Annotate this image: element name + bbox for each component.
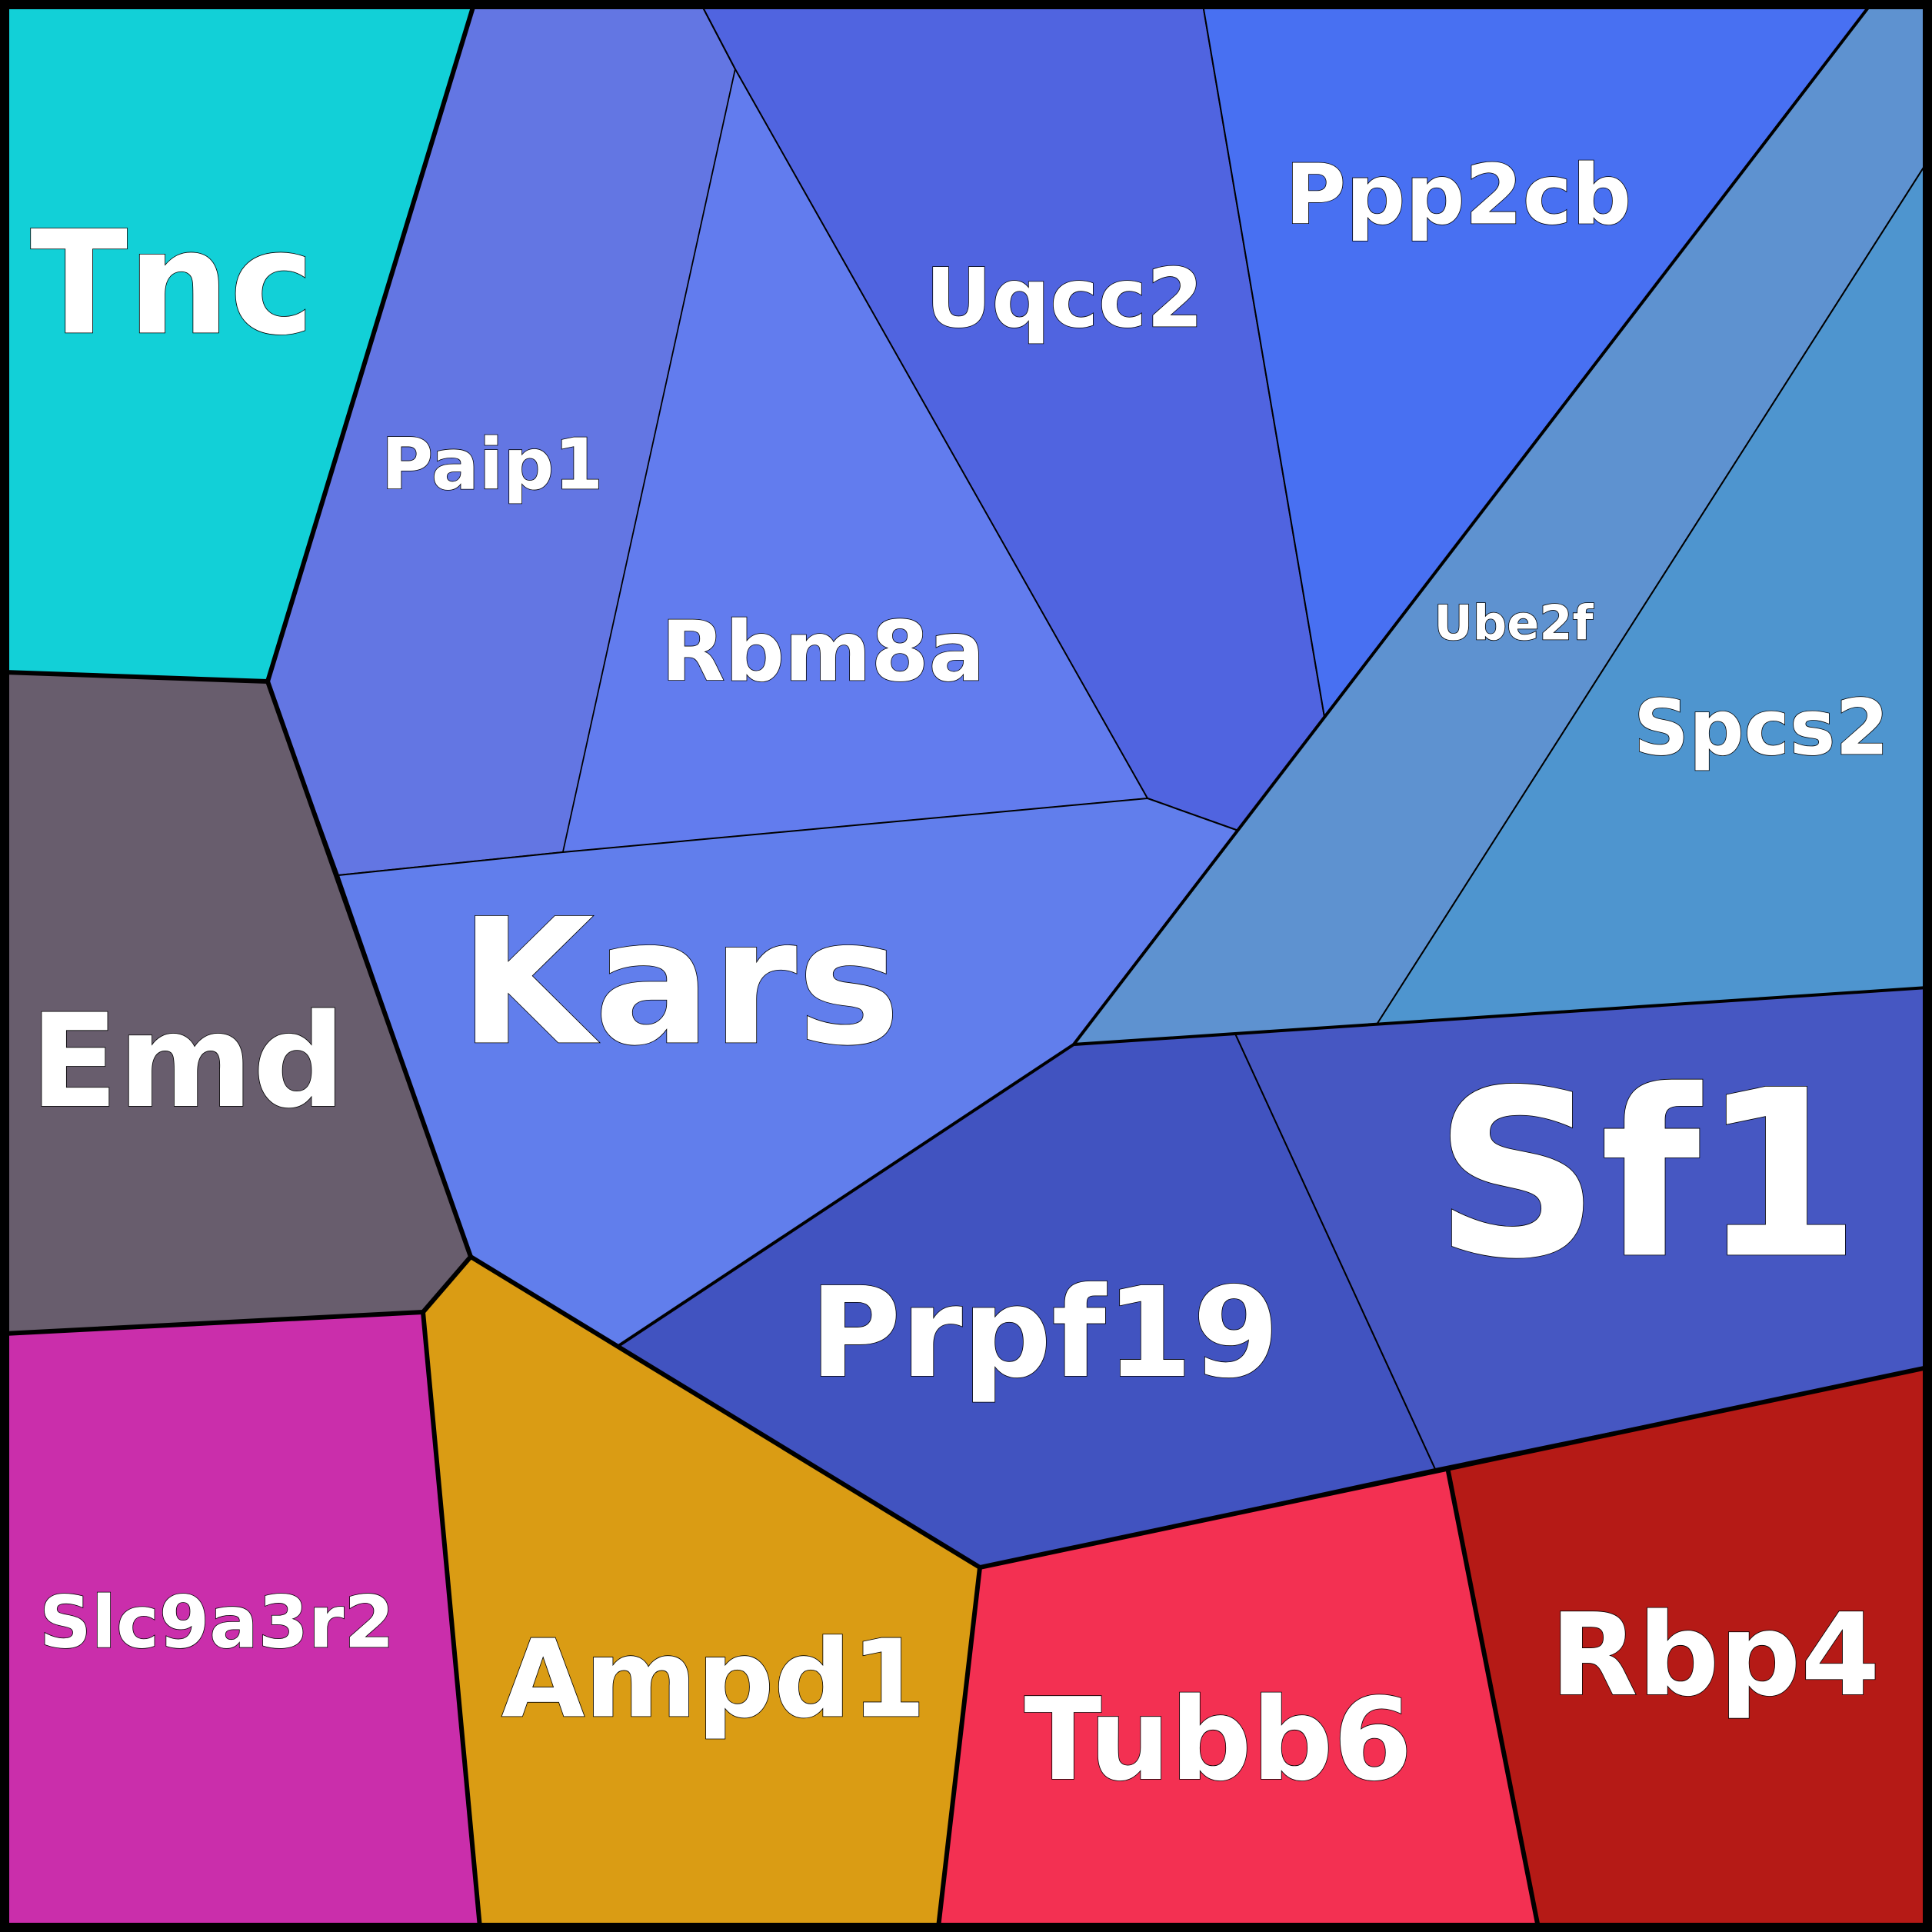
label-tubb6: Tubb6 xyxy=(1024,1674,1413,1806)
label-emd: Emd xyxy=(30,986,345,1137)
label-kars: Kars xyxy=(459,882,901,1084)
group-boundary-bottom xyxy=(421,1311,482,1928)
label-uqcc2: Uqcc2 xyxy=(925,251,1203,346)
label-slc9a3r2: Slc9a3r2 xyxy=(39,1581,395,1665)
group-boundary-rbp4 xyxy=(1445,1467,1541,1928)
label-sf1: Sf1 xyxy=(1434,1041,1860,1310)
group-boundary-emd xyxy=(4,681,473,1336)
label-spcs2: Spcs2 xyxy=(1634,683,1889,773)
label-rbp4: Rbp4 xyxy=(1551,1589,1880,1721)
label-tnc: Tnc xyxy=(30,200,315,367)
label-ppp2cb: Ppp2cb xyxy=(1285,148,1631,244)
group-boundary-prpf19 xyxy=(617,1043,1075,1347)
label-paip1: Paip1 xyxy=(381,424,603,506)
label-rbm8a: Rbm8a xyxy=(661,605,984,701)
label-ampd1: Ampd1 xyxy=(501,1617,926,1743)
label-ube2f: Ube2f xyxy=(1434,595,1594,651)
label-prpf19: Prpf19 xyxy=(810,1261,1280,1406)
group-boundary-splicing xyxy=(979,1365,1928,1570)
